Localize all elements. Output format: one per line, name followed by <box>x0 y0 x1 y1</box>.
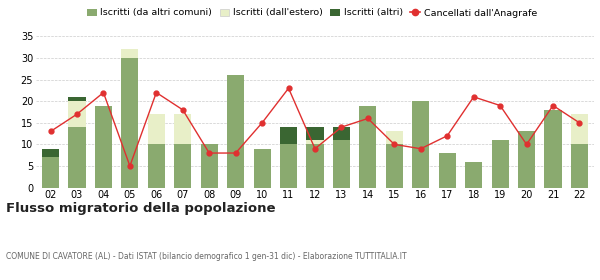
Legend: Iscritti (da altri comuni), Iscritti (dall'estero), Iscritti (altri), Cancellati: Iscritti (da altri comuni), Iscritti (da… <box>83 5 541 21</box>
Bar <box>439 153 456 188</box>
Bar <box>386 131 403 144</box>
Bar <box>491 140 509 188</box>
Bar <box>148 114 165 144</box>
Bar <box>42 157 59 188</box>
Bar <box>95 106 112 188</box>
Bar <box>307 144 323 188</box>
Bar <box>68 97 86 101</box>
Text: Flusso migratorio della popolazione: Flusso migratorio della popolazione <box>6 202 275 214</box>
Bar <box>42 149 59 157</box>
Bar <box>68 101 86 127</box>
Bar <box>333 127 350 140</box>
Bar <box>386 144 403 188</box>
Bar <box>227 75 244 188</box>
Bar <box>307 140 323 144</box>
Bar <box>518 131 535 188</box>
Bar <box>333 140 350 188</box>
Bar <box>571 144 588 188</box>
Bar <box>200 144 218 188</box>
Bar <box>571 114 588 144</box>
Bar <box>148 144 165 188</box>
Bar <box>359 106 376 188</box>
Bar <box>465 162 482 188</box>
Bar <box>121 49 139 58</box>
Bar <box>254 149 271 188</box>
Bar <box>412 101 430 188</box>
Bar <box>280 127 297 144</box>
Bar <box>174 144 191 188</box>
Bar <box>121 58 139 188</box>
Bar <box>280 144 297 188</box>
Bar <box>544 110 562 188</box>
Bar <box>68 127 86 188</box>
Bar <box>174 114 191 144</box>
Text: COMUNE DI CAVATORE (AL) - Dati ISTAT (bilancio demografico 1 gen-31 dic) - Elabo: COMUNE DI CAVATORE (AL) - Dati ISTAT (bi… <box>6 252 407 261</box>
Bar <box>307 127 323 140</box>
